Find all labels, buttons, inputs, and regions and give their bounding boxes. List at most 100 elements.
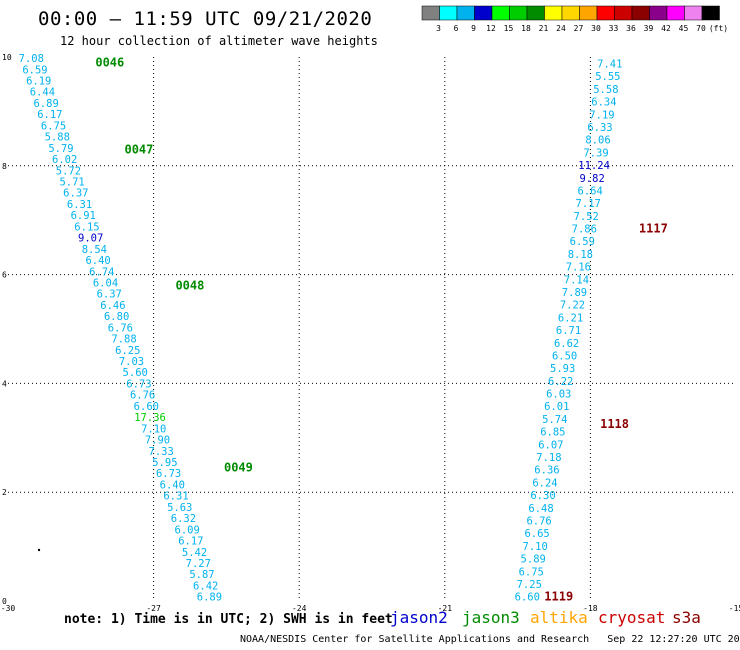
wave-height-label: 6.74 — [89, 266, 114, 278]
wave-height-label: 7.39 — [583, 147, 608, 159]
colorbar-label: (ft) — [709, 24, 728, 33]
wave-height-label: 11.24 — [578, 160, 610, 172]
colorbar-label: 45 — [679, 24, 689, 33]
wave-height-label: 6.30 — [530, 490, 555, 502]
wave-height-label: 7.19 — [589, 109, 614, 121]
wave-height-label: 6.60 — [134, 401, 159, 413]
wave-height-label: 6.75 — [41, 120, 66, 132]
wave-height-label: 6.24 — [532, 477, 557, 489]
wave-height-label: 6.75 — [519, 566, 544, 578]
legend-item-jason2: jason2 — [390, 608, 448, 627]
colorbar-swatch — [474, 5, 493, 21]
wave-height-label: 6.50 — [552, 350, 577, 362]
wave-height-label: 7.10 — [141, 423, 166, 435]
wave-height-label: 6.73 — [126, 378, 151, 390]
y-tick-label: 6 — [2, 271, 7, 280]
x-tick-label: -30 — [1, 604, 16, 613]
colorbar-label: 39 — [644, 24, 654, 33]
colorbar-label: 6 — [454, 24, 459, 33]
wave-height-label: 6.37 — [97, 289, 122, 301]
colorbar-swatch — [526, 5, 545, 21]
colorbar-label: 33 — [609, 24, 619, 33]
colorbar-label: 12 — [486, 24, 496, 33]
wave-height-label: 6.76 — [108, 322, 133, 334]
colorbar-swatch — [439, 5, 458, 21]
wave-height-label: 7.03 — [119, 356, 144, 368]
wave-height-label: 6.85 — [540, 427, 565, 439]
colorbar-swatch — [614, 5, 633, 21]
colorbar-swatch — [684, 5, 703, 21]
stray-point — [37, 548, 41, 552]
wave-height-label: 5.93 — [550, 363, 575, 375]
wave-height-label: 6.34 — [591, 97, 616, 109]
wave-height-label: 6.31 — [67, 199, 92, 211]
pass-time-label: 1118 — [600, 417, 629, 431]
colorbar-label: 24 — [556, 24, 566, 33]
colorbar-label: 15 — [504, 24, 514, 33]
wave-height-label: 9.07 — [78, 233, 103, 245]
wave-height-label: 7.25 — [517, 579, 542, 591]
wave-height-label: 6.44 — [30, 87, 55, 99]
wave-height-label: 7.90 — [145, 435, 170, 447]
colorbar-swatch — [631, 5, 650, 21]
wave-height-label: 6.59 — [570, 236, 595, 248]
wave-height-label: 17.36 — [134, 412, 166, 424]
wave-height-label: 8.06 — [585, 135, 610, 147]
wave-height-label: 6.22 — [548, 376, 573, 388]
wave-height-label: 7.52 — [574, 211, 599, 223]
wave-height-label: 6.64 — [578, 185, 603, 197]
colorbar-swatch — [491, 5, 510, 21]
colorbar-swatch — [544, 5, 563, 21]
colorbar-swatch — [579, 5, 598, 21]
legend-item-cryosat: cryosat — [598, 608, 666, 627]
wave-height-label: 6.46 — [100, 300, 125, 312]
x-tick-label: -21 — [438, 604, 453, 613]
wave-height-label: 6.25 — [115, 345, 140, 357]
wave-height-label: 7.10 — [523, 541, 548, 553]
wave-height-label: 6.33 — [587, 122, 612, 134]
wave-height-label: 7.08 — [19, 53, 44, 65]
wave-height-label: 5.95 — [152, 457, 177, 469]
wave-height-label: 7.89 — [562, 287, 587, 299]
wave-height-label: 6.76 — [526, 515, 551, 527]
wave-height-label: 6.89 — [33, 98, 58, 110]
page-title: 00:00 – 11:59 UTC 09/21/2020 — [38, 8, 373, 30]
wave-height-label: 5.63 — [167, 502, 192, 514]
colorbar-label: 70 — [696, 24, 706, 33]
wave-height-label: 6.48 — [528, 503, 553, 515]
legend-item-altika: altika — [530, 608, 588, 627]
wave-height-label: 6.59 — [22, 64, 47, 76]
wave-height-label: 6.31 — [163, 491, 188, 503]
wave-height-label: 5.72 — [56, 165, 81, 177]
footer-credit: NOAA/NESDIS Center for Satellite Applica… — [240, 634, 740, 645]
wave-height-label: 7.17 — [576, 198, 601, 210]
wave-height-label: 5.42 — [182, 547, 207, 559]
wave-height-label: 5.58 — [593, 84, 618, 96]
colorbar-label: 36 — [626, 24, 636, 33]
wave-height-label: 5.55 — [595, 71, 620, 83]
colorbar-label: 30 — [591, 24, 601, 33]
pass-labels: 0046 0047 0048 0049 1117 1118 1119 — [95, 55, 667, 603]
wave-height-label: 6.62 — [554, 338, 579, 350]
pass-time-label: 0046 — [95, 55, 124, 69]
wave-height-label: 5.89 — [521, 554, 546, 566]
wave-height-label: 6.65 — [524, 528, 549, 540]
wave-height-label: 6.15 — [74, 221, 99, 233]
wave-height-label: 5.74 — [542, 414, 567, 426]
wave-height-label: 6.32 — [171, 513, 196, 525]
x-tick-label: -15 — [729, 604, 740, 613]
wave-height-label: 6.03 — [546, 389, 571, 401]
y-tick-label: 10 — [2, 53, 12, 62]
wave-height-label: 7.16 — [566, 262, 591, 274]
wave-height-label: 6.76 — [130, 390, 155, 402]
wave-height-label: 6.17 — [37, 109, 62, 121]
y-tick-label: 2 — [2, 488, 7, 497]
wave-height-label: 7.33 — [149, 446, 174, 458]
y-tick-label: 4 — [2, 379, 7, 388]
wave-height-label: 7.88 — [111, 334, 136, 346]
colorbar-swatch — [649, 5, 668, 21]
wave-height-label: 6.17 — [178, 536, 203, 548]
wave-height-label: 5.87 — [189, 569, 214, 581]
wave-height-label: 5.60 — [123, 367, 148, 379]
